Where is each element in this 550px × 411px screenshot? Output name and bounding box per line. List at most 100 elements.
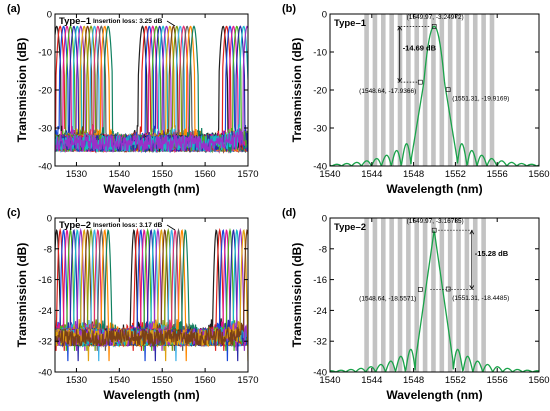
point-marker <box>417 79 423 85</box>
channel-band <box>456 218 461 372</box>
x-tick-label: 1540 <box>109 169 130 180</box>
peak-value-label: (1549.97, -3.24972) <box>407 14 464 21</box>
x-tick-label: 1550 <box>152 375 173 386</box>
isolation-label: -15.28 dB <box>475 249 509 258</box>
x-tick-label: 1570 <box>237 375 258 386</box>
y-tick-label: -8 <box>319 244 327 255</box>
channel-band <box>397 14 403 166</box>
y-tick-label: -10 <box>313 48 327 59</box>
plot-area <box>55 25 248 154</box>
x-tick-label: 1530 <box>66 375 87 386</box>
insertion-loss-label: Insertion loss: 3.17 dB <box>93 222 163 229</box>
x-tick-label: 1540 <box>319 169 340 180</box>
isolation-label: -14.69 dB <box>403 43 437 52</box>
y-tick-label: -20 <box>313 86 327 97</box>
y-tick-label: -24 <box>38 306 52 317</box>
x-axis-title: Wavelength (nm) <box>386 182 482 196</box>
y-tick-label: -8 <box>44 244 52 255</box>
channel-band <box>472 218 478 372</box>
peak-marker <box>431 227 437 233</box>
panel-label: (c) <box>7 207 21 219</box>
channel-band <box>389 14 394 166</box>
y-tick-label: -40 <box>38 368 52 379</box>
channel-band <box>406 218 411 372</box>
insertion-loss-label: Insertion loss: 3.25 dB <box>93 18 163 25</box>
channel-line <box>55 25 248 154</box>
y-tick-label: -32 <box>313 337 327 348</box>
channel-band <box>414 218 420 372</box>
channel-band <box>397 218 403 372</box>
isolation-arrow-head <box>397 26 403 31</box>
x-tick-label: 1570 <box>237 169 258 180</box>
panel-label: (b) <box>282 3 296 15</box>
x-axis-title: Wavelength (nm) <box>103 182 199 196</box>
x-tick-label: 1556 <box>487 375 508 386</box>
x-tick-label: 1550 <box>152 169 173 180</box>
channel-band <box>439 218 445 372</box>
channel-band <box>464 218 470 372</box>
channel-band <box>489 14 495 166</box>
y-tick-label: -32 <box>38 337 52 348</box>
x-tick-label: 1544 <box>361 169 382 180</box>
channel-line <box>55 229 248 347</box>
panel-a: 1530 1540 1550 1560 1570 0 -10 -20 -30 -40 Wavelen… <box>7 3 259 196</box>
panel-d: 1540 1544 1548 1552 1556 1560 0 -8 -16 -24 -32 -40 W… <box>282 207 550 402</box>
channel-band <box>481 14 486 166</box>
isolation-arrow-head <box>469 285 475 290</box>
channel-band <box>422 14 428 166</box>
x-tick-label: 1544 <box>361 375 382 386</box>
channel-band <box>431 218 436 372</box>
x-tick-label: 1560 <box>528 375 549 386</box>
x-tick-label: 1530 <box>66 169 87 180</box>
type-label: Type–1 <box>59 16 92 27</box>
channel-band <box>372 14 378 166</box>
channel-band <box>406 14 411 166</box>
y-axis-title: Transmission (dB) <box>15 243 29 348</box>
channel-line <box>55 25 248 153</box>
y-tick-label: -40 <box>38 162 52 173</box>
point-marker <box>417 287 423 292</box>
point-marker <box>445 286 451 292</box>
y-tick-label: 0 <box>47 10 52 21</box>
isolation-arrow-head <box>469 229 475 235</box>
panel-b: 1540 1544 1548 1552 1556 1560 0 -10 -20 -30 -40 Wav… <box>282 3 550 196</box>
point-value-label: (1551.31, -19.9169) <box>452 96 509 103</box>
x-tick-label: 1560 <box>195 375 216 386</box>
peak-value-label: (1549.97, -3.16735) <box>407 218 464 225</box>
channel-band <box>439 14 445 166</box>
x-tick-label: 1548 <box>403 169 424 180</box>
channel-band <box>464 14 470 166</box>
x-axis-title: Wavelength (nm) <box>103 388 199 402</box>
x-tick-label: 1540 <box>109 375 130 386</box>
y-tick-label: 0 <box>322 10 327 21</box>
channel-band <box>364 218 369 372</box>
channel-band <box>431 14 436 166</box>
panel-label: (d) <box>282 207 296 219</box>
plot-area <box>330 218 539 372</box>
peak-marker <box>431 24 437 29</box>
y-tick-label: -10 <box>38 48 52 59</box>
y-tick-label: -30 <box>313 124 327 135</box>
spectrum-line <box>330 25 539 166</box>
x-tick-label: 1540 <box>319 375 340 386</box>
point-value-label: (1548.64, -18.5571) <box>359 295 416 302</box>
plot-area <box>55 227 248 362</box>
channel-band <box>414 14 420 166</box>
annotation-arrow <box>166 20 176 27</box>
isolation-arrow-head <box>397 77 403 83</box>
x-tick-label: 1556 <box>487 169 508 180</box>
y-tick-label: -20 <box>38 86 52 97</box>
y-tick-label: -40 <box>313 162 327 173</box>
y-tick-label: 0 <box>47 214 52 225</box>
x-axis-title: Wavelength (nm) <box>386 388 482 402</box>
point-marker <box>445 87 451 92</box>
y-tick-label: -16 <box>313 275 327 286</box>
x-tick-label: 1560 <box>195 169 216 180</box>
channel-band <box>481 218 486 372</box>
y-tick-label: -24 <box>313 306 327 317</box>
channel-band <box>380 14 386 166</box>
panel-label: (a) <box>7 3 21 15</box>
plot-frame <box>54 217 249 373</box>
type-label: Type–1 <box>334 18 367 29</box>
